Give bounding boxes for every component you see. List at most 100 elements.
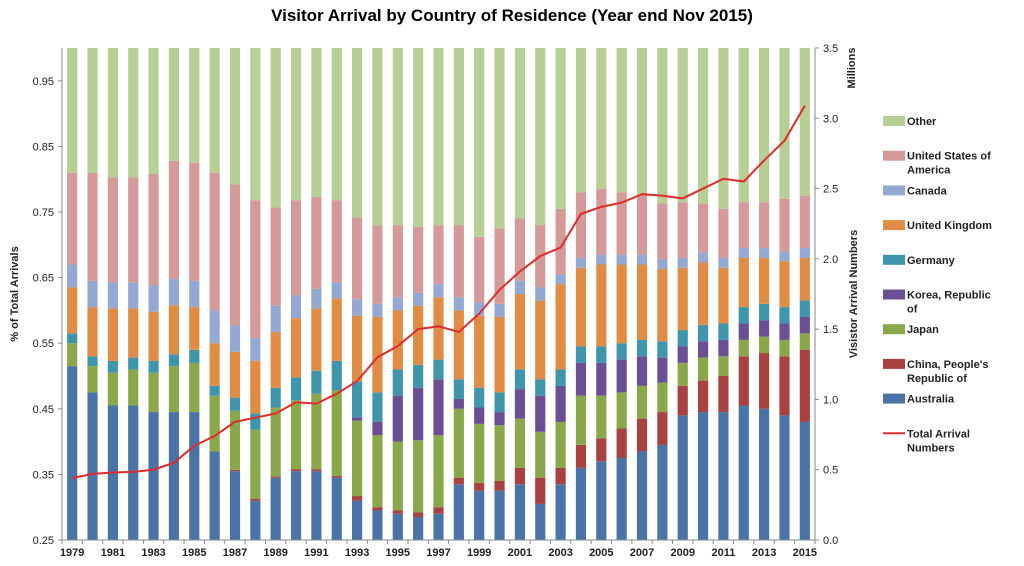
bar-segment-5-1979	[67, 287, 78, 334]
bar-segment-8-1999	[474, 48, 485, 237]
bar-segment-7-2014	[779, 198, 790, 252]
bar-segment-1-2011	[718, 376, 729, 413]
bar-segment-5-1993	[352, 315, 363, 382]
bar-segment-2-2005	[596, 395, 607, 439]
bar-segment-7-1981	[107, 177, 118, 283]
x-tick-label: 2001	[508, 547, 532, 559]
bar-segment-5-1990	[290, 318, 302, 378]
x-tick-label: 1999	[467, 547, 491, 559]
bar-segment-0-1989	[270, 477, 281, 540]
bar-segment-6-1999	[474, 302, 485, 316]
bar-segment-1-1988	[250, 498, 261, 501]
bar-segment-6-1997	[433, 284, 444, 298]
bar-segment-8-2002	[535, 48, 546, 226]
bar-segment-8-2006	[616, 48, 627, 193]
total-arrival-line	[71, 105, 806, 480]
bar-segment-7-1991	[311, 196, 322, 289]
bar-segment-0-1990	[290, 471, 302, 540]
bar-segment-4-1994	[372, 392, 383, 422]
bar-segment-5-2012	[738, 257, 749, 308]
bar-segment-1-2005	[596, 438, 607, 462]
bar-segment-8-2001	[514, 48, 525, 219]
bar-segment-6-1979	[67, 264, 78, 288]
bar-segment-2-2001	[514, 418, 525, 468]
bar-segment-7-1990	[290, 200, 302, 296]
bar-segment-0-1984	[168, 412, 180, 540]
bar-segment-4-1998	[453, 379, 464, 399]
bar-segment-5-2003	[555, 284, 566, 370]
bar-segment-4-1982	[128, 357, 139, 370]
bar-segment-1-2015	[799, 349, 810, 422]
legend-label: Other	[907, 116, 937, 128]
bar-segment-5-1982	[128, 308, 139, 358]
y-left-tick-label: 0.65	[33, 273, 54, 285]
bar-segment-7-2009	[677, 202, 688, 258]
bar-segment-4-1981	[107, 360, 118, 373]
bar-segment-8-1990	[290, 48, 302, 201]
bar-segment-7-1999	[474, 236, 485, 303]
bar-segment-6-1990	[290, 295, 302, 319]
bar-segment-0-1993	[352, 500, 363, 540]
legend: Other United States of America Canada United…	[883, 116, 992, 454]
bar-segment-5-1996	[413, 305, 424, 365]
bar-segment-4-2006	[616, 343, 627, 360]
x-tick-label: 2015	[793, 547, 817, 559]
bar-segment-2-2007	[636, 385, 648, 419]
bar-segment-5-2000	[494, 316, 505, 393]
bar-segment-4-1988	[250, 413, 261, 430]
bar-segment-5-2004	[575, 267, 587, 347]
bar-segment-2-2004	[575, 395, 587, 445]
bar-segment-8-2011	[718, 48, 729, 209]
legend-label: Total Arrival Numbers	[907, 428, 970, 454]
bar-segment-7-1985	[189, 162, 200, 281]
bar-segment-8-1979	[67, 48, 78, 173]
y-axis-right-title: Visistor Arrival Numbers	[848, 230, 860, 358]
bar-segment-8-1987	[229, 48, 241, 185]
bar-segment-5-1988	[250, 360, 261, 414]
bar-segment-1-1992	[331, 475, 342, 478]
bar-segment-7-1995	[392, 225, 403, 298]
bar-segment-6-1989	[270, 305, 281, 333]
legend-label: Korea, Republic of	[907, 290, 991, 316]
bar-segment-6-1987	[229, 325, 241, 352]
bar-segment-5-2002	[535, 300, 546, 380]
bar-segment-3-2010	[697, 341, 709, 358]
bar-segment-4-1996	[413, 364, 424, 388]
bar-segment-7-2004	[575, 192, 587, 258]
bar-segment-0-2015	[799, 421, 810, 540]
bar-segment-8-1981	[107, 48, 118, 178]
bar-segment-0-2001	[514, 484, 525, 540]
bar-segment-3-2003	[555, 385, 566, 422]
bar-segment-2-1997	[433, 435, 444, 508]
bar-segment-1-2001	[514, 467, 525, 485]
bar-segment-5-2013	[759, 257, 770, 304]
bar-segment-7-2001	[514, 218, 525, 281]
legend-swatch	[883, 324, 905, 335]
bar-segment-4-1983	[148, 360, 159, 373]
bar-segment-0-1983	[148, 412, 159, 540]
bar-segment-8-2014	[779, 48, 790, 199]
bar-segment-8-1995	[392, 48, 403, 226]
bar-segment-2-1982	[128, 369, 139, 406]
bar-segment-7-1988	[250, 200, 261, 338]
bar-segment-6-2002	[535, 287, 546, 301]
y-left-tick-label: 0.95	[33, 76, 54, 88]
bar-segment-5-1984	[168, 305, 180, 355]
bar-segment-7-1997	[433, 225, 444, 285]
bar-segment-8-2015	[799, 48, 810, 196]
bar-segment-1-2009	[677, 385, 688, 416]
x-tick-label: 1989	[263, 547, 287, 559]
bar-segment-7-2006	[616, 192, 627, 255]
bar-segment-7-2011	[718, 208, 729, 258]
bar-segment-0-2010	[697, 412, 709, 540]
y-left-tick-label: 0.75	[33, 207, 54, 219]
bar-segment-8-2008	[657, 48, 668, 204]
bar-segment-4-2004	[575, 346, 587, 363]
bar-segment-1-2013	[759, 353, 770, 409]
bar-segment-1-1996	[413, 512, 424, 518]
bar-segment-5-2007	[636, 264, 648, 340]
x-tick-label: 1993	[345, 547, 369, 559]
bar-segment-2-1996	[413, 440, 424, 513]
legend-label: United Kingdom	[907, 220, 992, 232]
bar-segment-4-2003	[555, 369, 566, 386]
